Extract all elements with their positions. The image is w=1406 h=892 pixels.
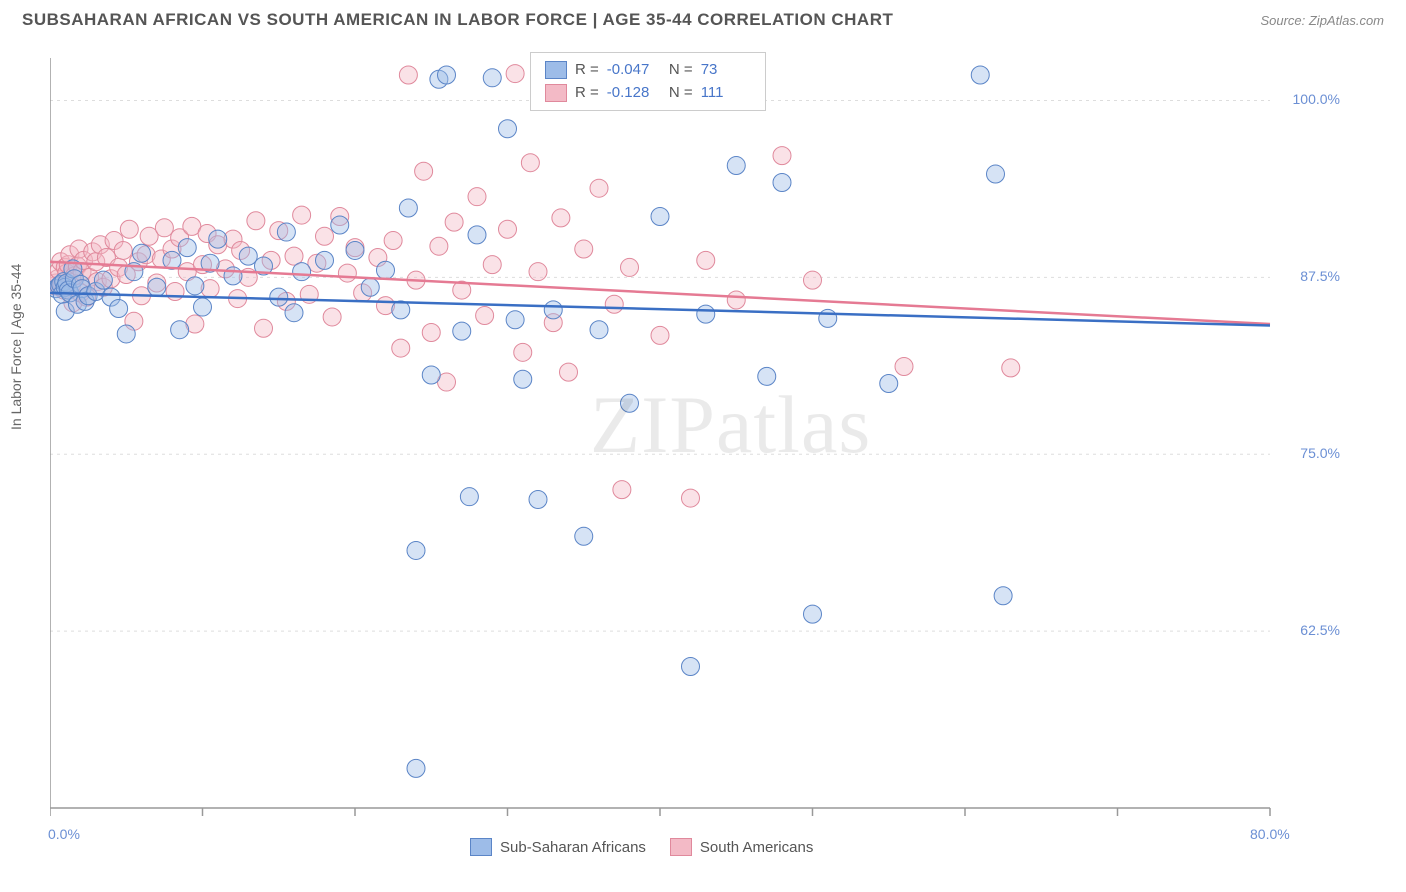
- legend-swatch: [670, 838, 692, 856]
- y-tick-label: 87.5%: [1280, 268, 1340, 284]
- legend: Sub-Saharan Africans South Americans: [470, 838, 813, 856]
- legend-label: South Americans: [700, 839, 813, 856]
- y-tick-label: 100.0%: [1280, 91, 1340, 107]
- stat-n-value: 73: [701, 59, 751, 82]
- y-tick-label: 75.0%: [1280, 445, 1340, 461]
- scatter-plot: [50, 48, 1330, 818]
- legend-item: South Americans: [670, 838, 813, 856]
- legend-swatch: [470, 838, 492, 856]
- legend-item: Sub-Saharan Africans: [470, 838, 646, 856]
- x-tick-label: 80.0%: [1250, 826, 1290, 842]
- stat-n-label: N =: [665, 82, 693, 105]
- stat-n-value: 111: [701, 82, 751, 105]
- chart-area: ZIPatlas R = -0.047 N = 73 R = -0.128 N …: [50, 48, 1330, 818]
- stat-n-label: N =: [665, 59, 693, 82]
- stat-r-value: -0.128: [607, 82, 657, 105]
- stat-r-label: R =: [575, 82, 599, 105]
- series-swatch: [545, 84, 567, 102]
- y-tick-label: 62.5%: [1280, 622, 1340, 638]
- y-axis-label: In Labor Force | Age 35-44: [8, 264, 24, 430]
- x-tick-label: 0.0%: [48, 826, 80, 842]
- source-attribution: Source: ZipAtlas.com: [1260, 13, 1384, 28]
- legend-label: Sub-Saharan Africans: [500, 839, 646, 856]
- chart-title: SUBSAHARAN AFRICAN VS SOUTH AMERICAN IN …: [22, 10, 893, 30]
- correlation-stats-box: R = -0.047 N = 73 R = -0.128 N = 111: [530, 52, 766, 111]
- stat-r-label: R =: [575, 59, 599, 82]
- stat-r-value: -0.047: [607, 59, 657, 82]
- stats-row: R = -0.047 N = 73: [545, 59, 751, 82]
- stats-row: R = -0.128 N = 111: [545, 82, 751, 105]
- series-swatch: [545, 61, 567, 79]
